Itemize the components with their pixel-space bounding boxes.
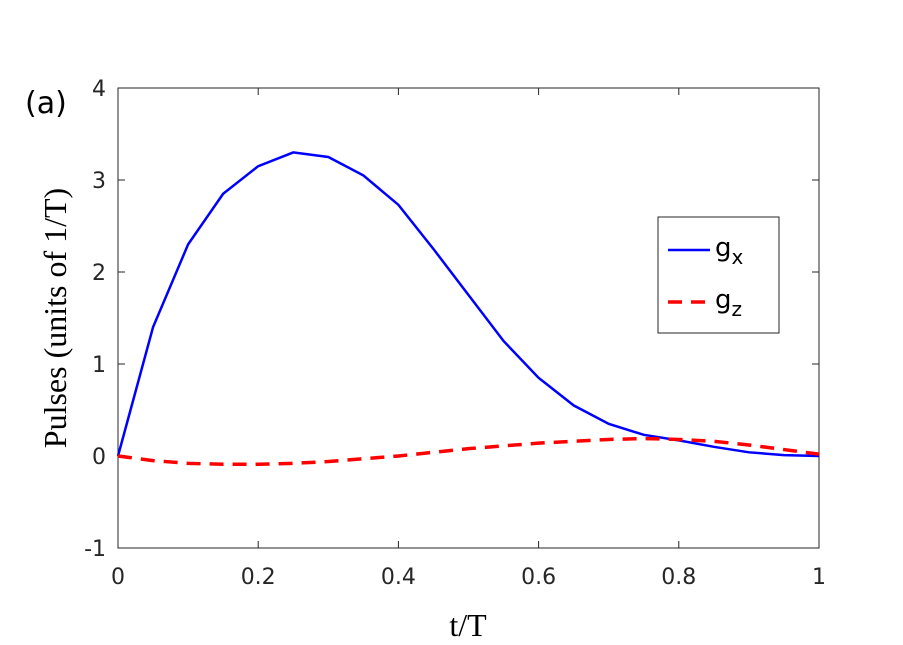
- y-tick-label: 1: [92, 353, 106, 378]
- y-axis-label: Pulses (units of 1/T): [37, 188, 73, 448]
- legend-label: gx: [715, 233, 744, 269]
- y-tick-label: -1: [84, 537, 106, 562]
- y-tick-label: 3: [92, 169, 106, 194]
- x-tick-label: 0.6: [521, 565, 556, 590]
- x-tick-label: 0: [111, 565, 125, 590]
- x-tick-label: 0.2: [241, 565, 276, 590]
- x-axis-label: t/T: [449, 607, 487, 643]
- series-line: [116, 151, 820, 458]
- x-tick-label: 0.8: [661, 565, 696, 590]
- series-line: [117, 436, 820, 467]
- y-tick-label: 0: [92, 445, 106, 470]
- x-tick-label: 0.4: [381, 565, 416, 590]
- legend-label: gz: [715, 285, 742, 321]
- annotation: (a): [25, 86, 67, 121]
- y-tick-label: 4: [92, 77, 106, 102]
- x-tick-label: 1: [812, 565, 826, 590]
- y-tick-label: 2: [92, 261, 106, 286]
- legend-box: [657, 216, 780, 334]
